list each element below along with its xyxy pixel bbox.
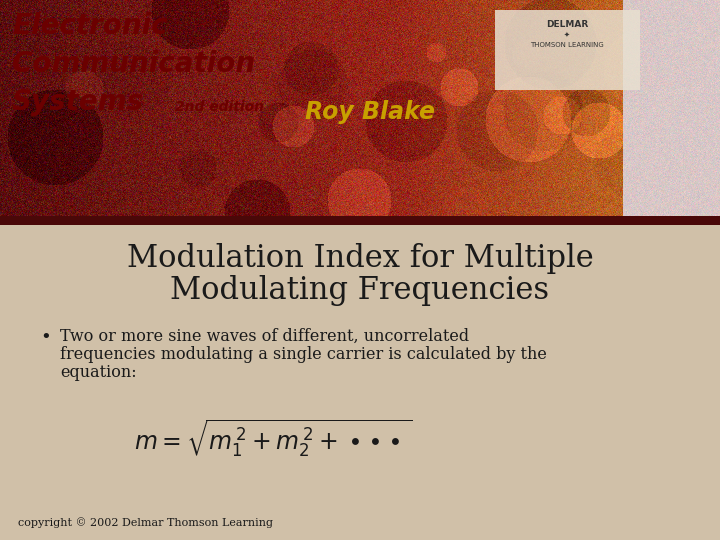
Text: Electronic: Electronic xyxy=(12,12,168,40)
Text: equation:: equation: xyxy=(60,364,137,381)
Text: •: • xyxy=(40,328,50,346)
Bar xyxy=(0,225,720,540)
Text: DELMAR: DELMAR xyxy=(546,20,588,29)
Text: Modulating Frequencies: Modulating Frequencies xyxy=(171,275,549,306)
Text: Modulation Index for Multiple: Modulation Index for Multiple xyxy=(127,243,593,274)
Text: Two or more sine waves of different, uncorrelated: Two or more sine waves of different, unc… xyxy=(60,328,469,345)
Bar xyxy=(0,216,720,225)
Text: Roy Blake: Roy Blake xyxy=(305,100,435,124)
Bar xyxy=(495,10,640,90)
Text: Communication: Communication xyxy=(12,50,255,78)
Text: frequencies modulating a single carrier is calculated by the: frequencies modulating a single carrier … xyxy=(60,346,547,363)
Text: $m = \sqrt{m_1^{\,2} + m_2^{\,2} + \bullet\!\bullet\!\bullet}$: $m = \sqrt{m_1^{\,2} + m_2^{\,2} + \bull… xyxy=(135,418,413,460)
Text: copyright © 2002 Delmar Thomson Learning: copyright © 2002 Delmar Thomson Learning xyxy=(18,517,273,528)
Text: 2nd edition: 2nd edition xyxy=(175,100,264,114)
Text: ✦: ✦ xyxy=(564,32,570,38)
Text: THOMSON LEARNING: THOMSON LEARNING xyxy=(530,42,604,48)
Text: Systems: Systems xyxy=(12,88,144,116)
